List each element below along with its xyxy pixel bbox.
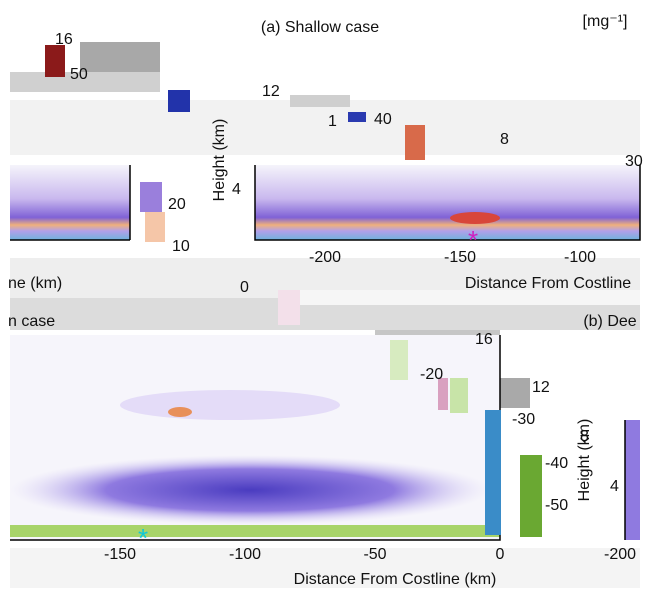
overlay-fragments	[10, 42, 640, 588]
axes	[10, 165, 641, 241]
colorbar-tick: -20	[420, 366, 443, 383]
x-tick-label: -100	[564, 249, 596, 266]
contour-plot	[10, 165, 130, 240]
y-tick-label: 8	[500, 131, 509, 148]
colorbar-tick: 20	[168, 196, 186, 213]
panel-title: (a) Shallow case	[261, 19, 379, 36]
axes	[10, 335, 626, 541]
colorbar-tick: -30	[512, 411, 535, 428]
colorbar-segment	[168, 90, 190, 112]
y-tick-label: 4	[232, 181, 241, 198]
colorbar-segment	[348, 112, 366, 122]
x-tick-label: -150	[444, 249, 476, 266]
location-marker: *	[468, 225, 478, 255]
colorbar-tick: 16	[475, 331, 493, 348]
x-tick-label: -100	[229, 546, 261, 563]
colorbar-tick: -40	[545, 455, 568, 472]
colorbar-tick: 30	[625, 153, 643, 170]
unit-label: [mg⁻¹]	[583, 13, 628, 30]
contour-cell	[10, 455, 490, 525]
colorbar-tick: 40	[374, 111, 392, 128]
colorbar-tick: 0	[240, 279, 249, 296]
x-axis-label: Distance From Costline (km)	[294, 571, 497, 588]
x-tick-label: 0	[496, 546, 505, 563]
colorbar-tick: 50	[70, 66, 88, 83]
colorbar-segment	[438, 378, 448, 410]
contour-cell	[168, 407, 192, 417]
x-axis-label: ne (km)	[8, 275, 62, 292]
panel-title: n case	[8, 313, 55, 330]
x-tick-label: -200	[604, 546, 636, 563]
colorbar-segment	[390, 340, 408, 380]
panel-title: (b) Dee	[583, 313, 636, 330]
location-marker: *	[138, 523, 148, 553]
colorbar-tick: 16	[55, 31, 73, 48]
colorbar-segment	[278, 290, 300, 325]
colorbar-tick: 1	[328, 113, 337, 130]
colorbar-segment	[450, 378, 468, 413]
contour-cell	[450, 212, 500, 224]
x-tick-label: -50	[363, 546, 386, 563]
contour-cell	[120, 390, 340, 420]
y-axis-label: Height (km)	[576, 419, 593, 502]
y-tick-label: 8	[580, 428, 589, 445]
colorbar-segment	[45, 45, 65, 77]
colorbar-tick: -50	[545, 497, 568, 514]
x-axis-label: Distance From Costline	[465, 275, 631, 292]
y-tick-label: 4	[610, 478, 619, 495]
x-tick-label: -150	[104, 546, 136, 563]
colorbar-segment	[140, 182, 162, 212]
contour-plot	[255, 165, 640, 240]
colorbar-segment	[405, 125, 425, 160]
contour-plot	[625, 420, 640, 540]
colorbar-segment	[145, 212, 165, 242]
x-tick-label: -200	[309, 249, 341, 266]
y-axis-label: Height (km)	[211, 119, 228, 202]
surface-strip	[10, 525, 500, 537]
colorbar-tick: 10	[172, 238, 190, 255]
y-tick-label: 12	[262, 83, 280, 100]
colorbar-segment	[485, 410, 501, 535]
colorbar-segment	[520, 455, 542, 537]
y-tick-label: 12	[532, 379, 550, 396]
